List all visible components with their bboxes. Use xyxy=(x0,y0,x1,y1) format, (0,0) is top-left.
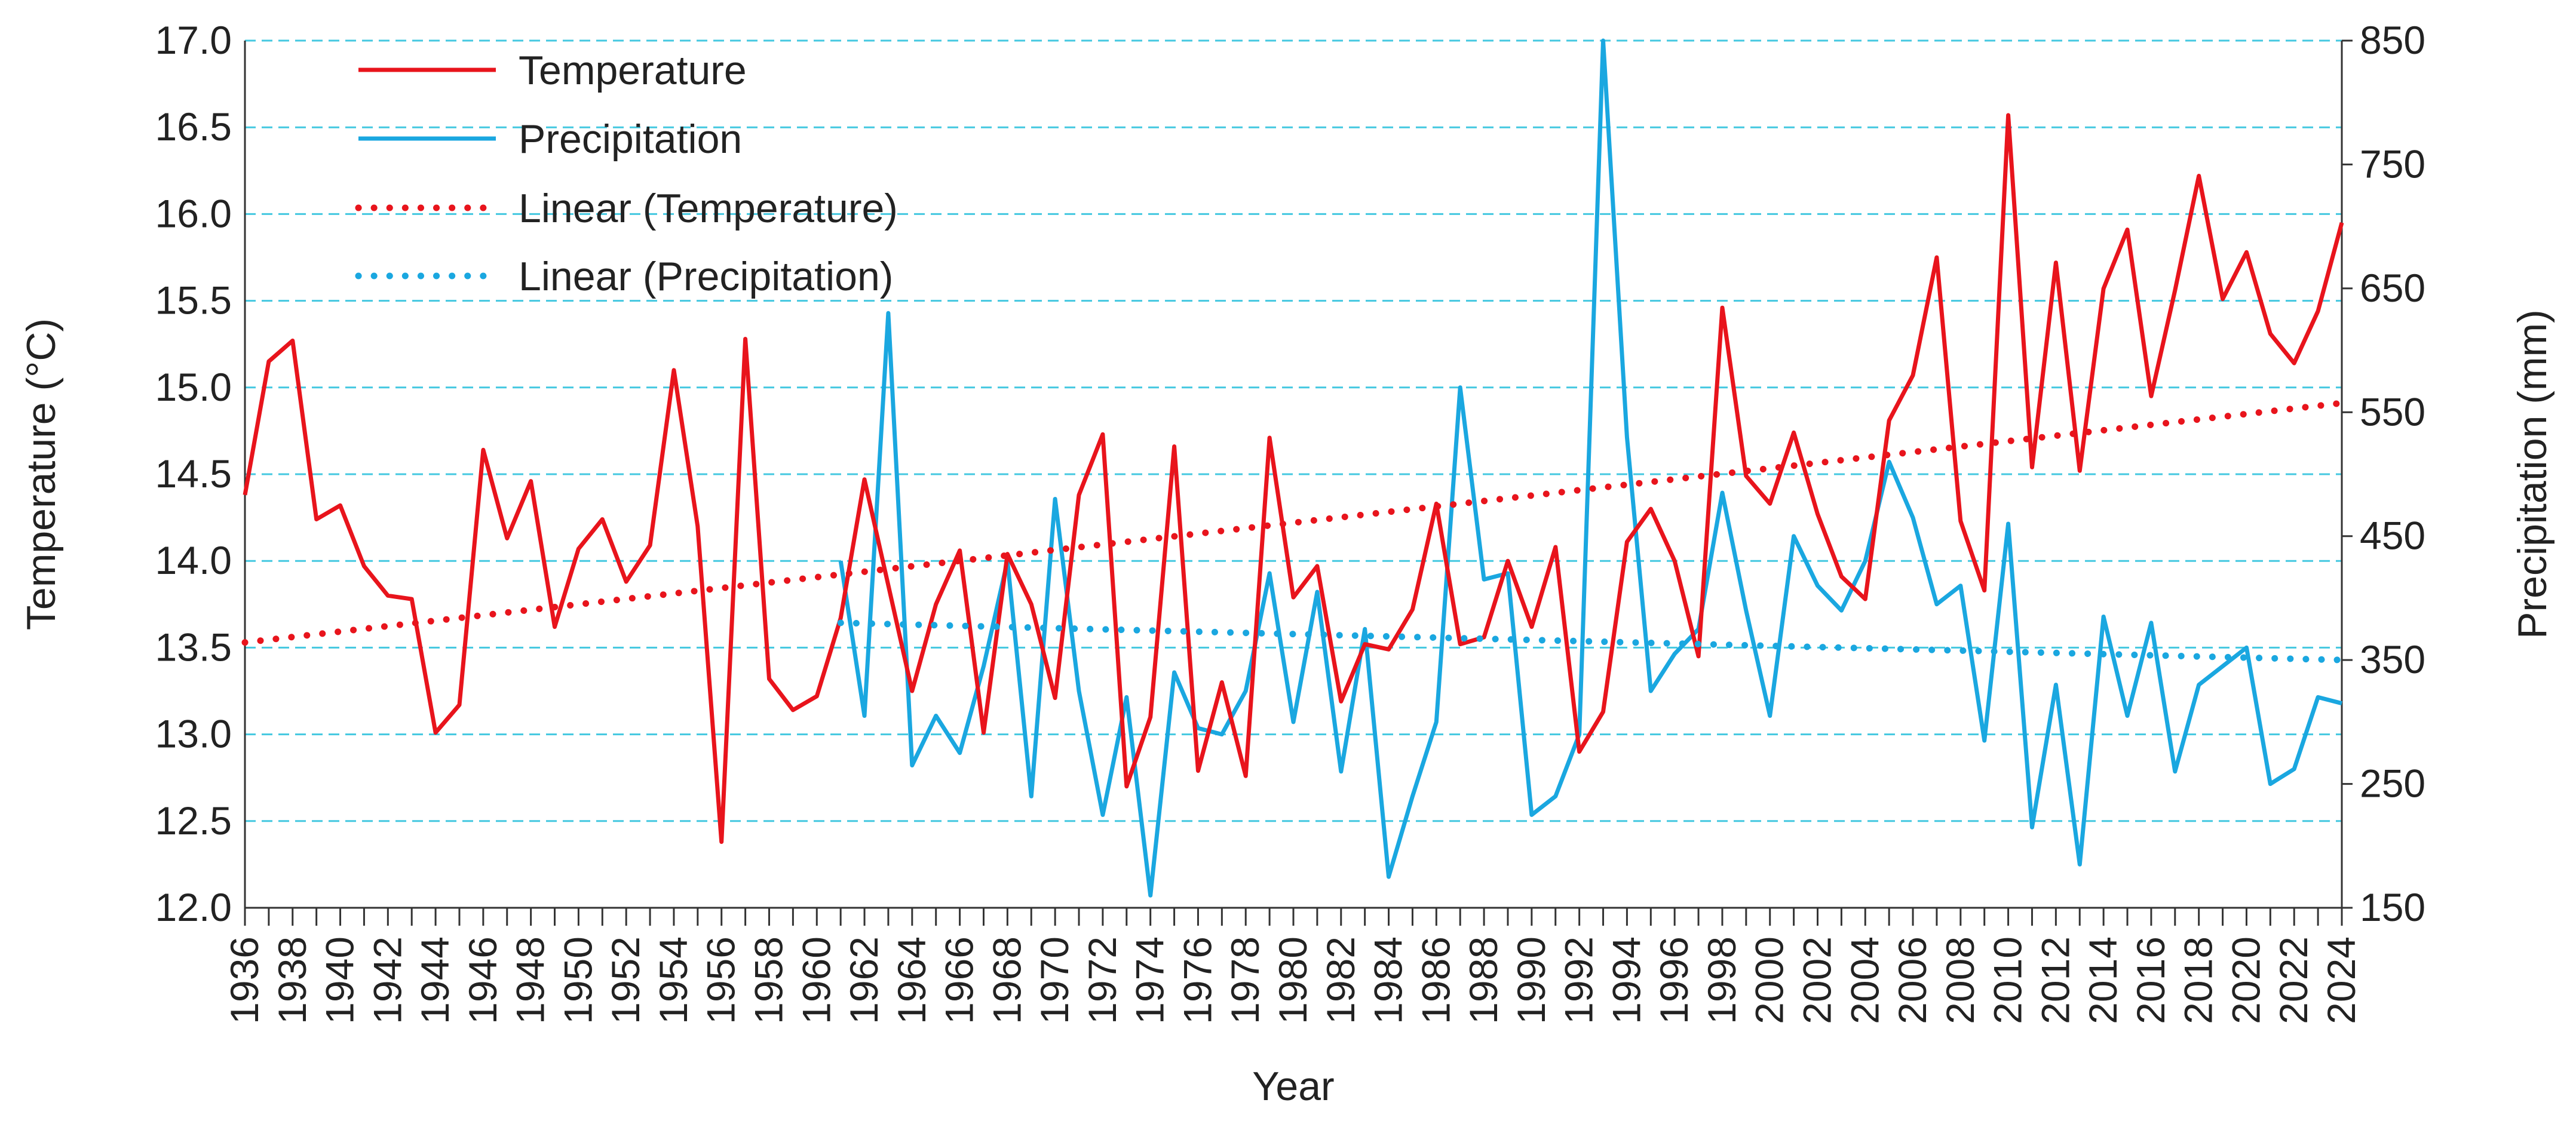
x-tick-label: 1956 xyxy=(699,936,743,1024)
x-tick-label: 1994 xyxy=(1604,936,1648,1024)
x-tick-label: 1996 xyxy=(1652,936,1696,1024)
y2-tick-label: 250 xyxy=(2360,761,2425,806)
x-tick-label: 2002 xyxy=(1795,936,1839,1024)
x-tick-label: 2022 xyxy=(2271,936,2316,1024)
x-tick-label: 1940 xyxy=(318,936,362,1024)
x-tick-label: 1948 xyxy=(508,936,553,1024)
legend-label: Linear (Precipitation) xyxy=(519,254,893,299)
x-tick-label: 1942 xyxy=(365,936,409,1024)
y-tick-label: 16.5 xyxy=(155,105,232,149)
y-tick-label: 17.0 xyxy=(155,18,232,62)
x-tick-label: 2014 xyxy=(2081,936,2125,1024)
y-tick-label: 12.0 xyxy=(155,885,232,929)
series-lines xyxy=(241,38,2345,898)
y-tick-label: 12.5 xyxy=(155,798,232,843)
x-tick-label: 1954 xyxy=(651,936,695,1024)
x-tick-label: 1990 xyxy=(1509,936,1553,1024)
y2-axis-title: Precipitation (mm) xyxy=(2510,309,2555,639)
x-tick-label: 1974 xyxy=(1128,936,1172,1024)
y2-tick-label: 550 xyxy=(2360,389,2425,434)
y-tick-label: 14.5 xyxy=(155,452,232,496)
x-tick-label: 2018 xyxy=(2176,936,2221,1024)
legend: Temperature Precipitation Linear (Temperat… xyxy=(355,48,898,299)
x-tick-label: 1946 xyxy=(461,936,505,1024)
y2-tick-label: 350 xyxy=(2360,637,2425,681)
axes: 12.0 12.5 13.0 13.5 14.0 14.5 15.0 15.5 16.0 16.5… xyxy=(155,18,2426,1024)
x-tick-label: 1950 xyxy=(556,936,600,1024)
y-tick-label: 14.0 xyxy=(155,538,232,582)
y2-tick-label: 750 xyxy=(2360,142,2425,186)
x-tick-label: 2024 xyxy=(2319,936,2363,1024)
legend-label: Linear (Temperature) xyxy=(519,186,898,231)
x-tick-label: 2004 xyxy=(1842,936,1887,1024)
x-tick-label: 1964 xyxy=(890,936,934,1024)
y-tick-label: 16.0 xyxy=(155,191,232,235)
x-tick-label: 1962 xyxy=(842,936,886,1024)
y-tick-label: 15.0 xyxy=(155,365,232,409)
x-tick-label: 2010 xyxy=(1986,936,2030,1024)
x-tick-label: 1976 xyxy=(1175,936,1219,1024)
x-tick-label: 1968 xyxy=(985,936,1029,1024)
x-tick-label: 2016 xyxy=(2129,936,2173,1024)
y2-tick-label: 450 xyxy=(2360,514,2425,558)
x-tick-label: 2006 xyxy=(1890,936,1934,1024)
y-axis-title: Temperature (°C) xyxy=(19,318,64,630)
x-tick-label: 1958 xyxy=(747,936,791,1024)
series-line-linear-precipitation xyxy=(837,619,2345,664)
y-tick-label: 13.0 xyxy=(155,712,232,756)
x-axis-title: Year xyxy=(1252,1064,1334,1109)
y-tick-label: 13.5 xyxy=(155,625,232,669)
x-tick-label: 1978 xyxy=(1223,936,1267,1024)
y2-tick-label: 850 xyxy=(2360,18,2425,62)
x-tick-label: 1972 xyxy=(1080,936,1124,1024)
series-line-linear-temperature xyxy=(241,400,2345,646)
legend-label: Temperature xyxy=(519,48,747,93)
y-tick-label: 15.5 xyxy=(155,278,232,323)
x-tick-label: 1998 xyxy=(1700,936,1744,1024)
x-tick-label: 2000 xyxy=(1747,936,1792,1024)
x-tick-label: 2020 xyxy=(2224,936,2268,1024)
series-line-temperature xyxy=(243,113,2344,844)
x-tick-label: 1970 xyxy=(1032,936,1077,1024)
legend-label: Precipitation xyxy=(519,116,742,162)
series-line-precipitation xyxy=(838,38,2342,898)
y2-tick-label: 150 xyxy=(2360,885,2425,929)
x-tick-label: 1980 xyxy=(1271,936,1315,1024)
x-tick-label: 1944 xyxy=(413,936,457,1024)
x-tick-label: 1986 xyxy=(1413,936,1458,1024)
x-tick-label: 2008 xyxy=(1938,936,1982,1024)
x-tick-label: 2012 xyxy=(2033,936,2077,1024)
x-tick-label: 1992 xyxy=(1557,936,1601,1024)
x-tick-label: 1938 xyxy=(270,936,314,1024)
y2-tick-label: 650 xyxy=(2360,266,2425,310)
x-tick-label: 1966 xyxy=(937,936,982,1024)
x-tick-label: 1988 xyxy=(1461,936,1505,1024)
x-tick-label: 1984 xyxy=(1366,936,1410,1024)
x-tick-label: 1952 xyxy=(603,936,648,1024)
x-tick-label: 1982 xyxy=(1318,936,1363,1024)
x-tick-label: 1960 xyxy=(794,936,838,1024)
x-tick-label: 1936 xyxy=(222,936,266,1024)
